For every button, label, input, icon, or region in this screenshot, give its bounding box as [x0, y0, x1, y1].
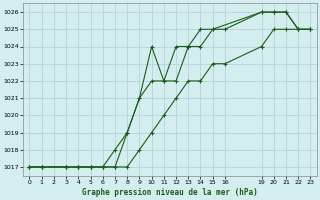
X-axis label: Graphe pression niveau de la mer (hPa): Graphe pression niveau de la mer (hPa) [82, 188, 258, 197]
